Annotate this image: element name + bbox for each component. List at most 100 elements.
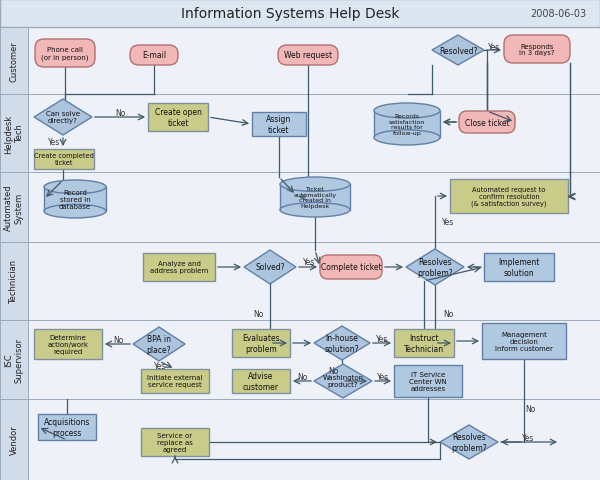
Bar [0, 0, 600, 28]
Text: Customer: Customer [10, 41, 19, 82]
Text: Yes: Yes [303, 258, 315, 267]
Polygon shape [440, 425, 498, 459]
Bar [394, 329, 454, 357]
Text: Washington
product?: Washington product? [322, 375, 364, 388]
Text: Yes: Yes [522, 433, 534, 443]
Bar [34, 329, 102, 359]
Text: No: No [297, 373, 307, 382]
Text: Yes: Yes [376, 335, 388, 344]
Text: Resolves
problem?: Resolves problem? [417, 258, 453, 277]
Text: BPA in
place?: BPA in place? [146, 335, 172, 354]
Bar [374, 111, 440, 138]
FancyBboxPatch shape [130, 46, 178, 66]
Text: Can solve
directly?: Can solve directly? [46, 111, 80, 124]
Polygon shape [406, 250, 464, 286]
Ellipse shape [374, 104, 440, 119]
Text: No: No [525, 405, 535, 414]
Ellipse shape [280, 178, 350, 192]
Text: Advise
customer: Advise customer [243, 372, 279, 391]
Bar [280, 185, 350, 210]
Text: Information Systems Help Desk: Information Systems Help Desk [181, 7, 399, 21]
Text: Yes: Yes [377, 373, 389, 382]
Text: ISC
Supervisor: ISC Supervisor [4, 337, 24, 382]
Text: Determine
action/work
required: Determine action/work required [47, 334, 89, 354]
Text: Service or
replace as
agreed: Service or replace as agreed [157, 432, 193, 452]
Text: No: No [253, 310, 263, 319]
Text: Complete ticket: Complete ticket [320, 263, 382, 272]
Bar [141, 369, 209, 393]
Bar [44, 188, 106, 212]
Text: Yes: Yes [154, 362, 166, 371]
Bar [232, 329, 290, 357]
Text: Responds
in 3 days?: Responds in 3 days? [519, 43, 555, 56]
Text: Record
stored in
database: Record stored in database [59, 190, 91, 210]
Bar [232, 369, 290, 393]
Bar [28, 28, 600, 95]
Polygon shape [432, 36, 484, 66]
Text: No: No [115, 109, 125, 118]
Bar [143, 253, 215, 281]
FancyBboxPatch shape [320, 255, 382, 279]
FancyBboxPatch shape [278, 46, 338, 66]
Text: Initiate external
service request: Initiate external service request [147, 375, 203, 388]
Text: Ticket
automatically
created in
Helpdesk: Ticket automatically created in Helpdesk [293, 186, 337, 209]
Text: No: No [328, 367, 338, 376]
Text: Resolves
problem?: Resolves problem? [451, 432, 487, 452]
Bar [482, 324, 566, 359]
Text: No: No [443, 310, 453, 319]
Text: Records
satisfaction
results for
follow-up: Records satisfaction results for follow-… [389, 114, 425, 136]
Bar [0, 173, 28, 242]
Text: No: No [113, 336, 123, 345]
Bar [450, 180, 568, 214]
Polygon shape [133, 327, 185, 361]
Bar [28, 399, 600, 480]
Text: Create open
ticket: Create open ticket [155, 108, 202, 127]
Text: Yes: Yes [442, 218, 454, 227]
Polygon shape [314, 364, 372, 398]
Ellipse shape [44, 180, 106, 194]
Polygon shape [244, 251, 296, 285]
Text: Web request: Web request [284, 51, 332, 60]
FancyBboxPatch shape [504, 36, 570, 64]
Bar [28, 95, 600, 173]
FancyBboxPatch shape [35, 40, 95, 68]
Bar [28, 173, 600, 242]
FancyBboxPatch shape [459, 112, 515, 134]
Polygon shape [34, 100, 92, 136]
Bar [394, 365, 462, 397]
Text: IT Service
Center WN
addresses: IT Service Center WN addresses [409, 371, 447, 391]
Text: Create completed
ticket: Create completed ticket [34, 153, 94, 166]
Text: Assign
ticket: Assign ticket [266, 115, 292, 134]
Ellipse shape [374, 131, 440, 146]
Bar [38, 414, 96, 440]
Text: Solved?: Solved? [255, 263, 285, 272]
Text: In-house
solution?: In-house solution? [325, 334, 359, 353]
Text: Analyze and
address problem: Analyze and address problem [150, 261, 208, 274]
Bar [141, 428, 209, 456]
Text: Automated request to
confirm resolution
(& satisfaction survey): Automated request to confirm resolution … [471, 186, 547, 207]
Text: Evaluates
problem: Evaluates problem [242, 334, 280, 353]
Text: Acquisitions
process: Acquisitions process [44, 418, 90, 437]
Text: Implement
solution: Implement solution [499, 258, 539, 277]
Bar [28, 320, 600, 399]
Bar [28, 242, 600, 320]
Text: Management
decision
Inform customer: Management decision Inform customer [495, 331, 553, 351]
Text: Resolved?: Resolved? [439, 47, 477, 55]
Text: Technician: Technician [10, 259, 19, 303]
Text: Yes: Yes [48, 138, 60, 147]
Ellipse shape [280, 203, 350, 217]
Text: Phone call
(or in person): Phone call (or in person) [41, 47, 89, 60]
Text: Vendor: Vendor [10, 425, 19, 455]
Bar [0, 320, 28, 399]
Bar [484, 253, 554, 281]
Ellipse shape [44, 205, 106, 218]
Text: E-mail: E-mail [142, 51, 166, 60]
Text: Close ticket: Close ticket [464, 118, 509, 127]
Text: Yes: Yes [488, 42, 500, 51]
Text: Helpdesk
Tech: Helpdesk Tech [4, 114, 24, 153]
Text: Instruct
Technician: Instruct Technician [404, 334, 444, 353]
Text: 2008-06-03: 2008-06-03 [530, 9, 586, 19]
Bar [252, 113, 306, 137]
Bar [0, 242, 28, 320]
Bar [34, 150, 94, 169]
